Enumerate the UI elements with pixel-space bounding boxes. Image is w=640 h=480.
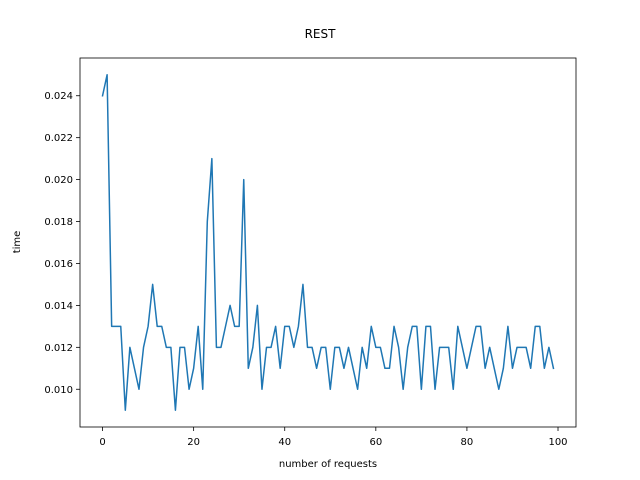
y-axis-label: time xyxy=(12,231,23,254)
y-tick-label: 0.022 xyxy=(44,133,73,144)
x-tick-label: 60 xyxy=(369,437,382,448)
y-tick-label: 0.014 xyxy=(44,301,73,312)
x-tick-label: 40 xyxy=(278,437,291,448)
y-tick-label: 0.024 xyxy=(44,91,73,102)
x-tick-label: 0 xyxy=(99,437,105,448)
chart-title: REST xyxy=(305,27,337,41)
y-tick-label: 0.012 xyxy=(44,343,73,354)
x-tick-label: 100 xyxy=(548,437,567,448)
series-line xyxy=(101,74,555,411)
x-tick-label: 80 xyxy=(461,437,474,448)
y-tick-label: 0.010 xyxy=(44,385,73,396)
y-tick-label: 0.016 xyxy=(44,259,73,270)
x-axis: 0 20 40 60 80 100 xyxy=(99,427,568,448)
y-tick-label: 0.020 xyxy=(44,175,73,186)
x-tick-label: 20 xyxy=(187,437,200,448)
y-tick-label: 0.018 xyxy=(44,217,73,228)
y-axis: 0.010 0.012 0.014 0.016 0.018 0.020 0.022 0.024 xyxy=(44,91,80,396)
plot-area xyxy=(79,57,577,428)
x-axis-label: number of requests xyxy=(279,459,377,470)
